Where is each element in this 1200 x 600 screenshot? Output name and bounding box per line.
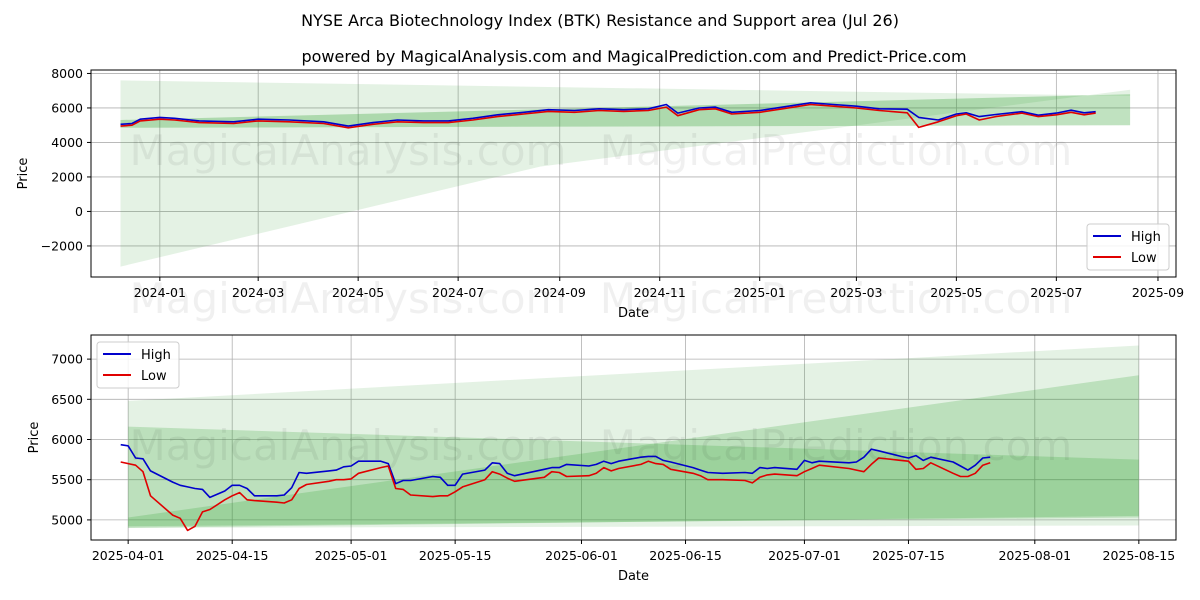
watermark-prediction: MagicalPrediction.com (600, 126, 1073, 175)
legend: High Low (96, 341, 180, 389)
y-tick-label: −2000 (41, 238, 83, 253)
band-area-2 (128, 375, 1139, 527)
y-tick-label: 6500 (51, 392, 83, 407)
y-tick-label: 4000 (51, 135, 83, 150)
watermark-prediction-2: MagicalPrediction.com (600, 274, 1073, 323)
x-tick-label: 2024-05 (332, 285, 384, 300)
legend: High Low (1086, 223, 1170, 271)
legend-label-high: High (141, 348, 171, 363)
y-axis-label: Price (27, 422, 42, 454)
chart-title: NYSE Arca Biotechnology Index (BTK) Resi… (301, 11, 899, 30)
plot-frame (90, 334, 1177, 541)
plot-frame (90, 69, 1177, 278)
x-tick-label: 2025-05-01 (315, 548, 388, 563)
x-tick-label: 2025-05-15 (419, 548, 492, 563)
watermark-analysis-3: MagicalAnalysis.com (130, 421, 567, 470)
series-lines (120, 102, 1096, 129)
y-tick-label: 0 (75, 204, 83, 219)
x-tick-label: 2025-06-15 (649, 548, 722, 563)
x-tick-label: 2025-08-15 (1103, 548, 1176, 563)
x-tick-label: 2025-01 (734, 285, 786, 300)
series-line-low (120, 457, 991, 532)
chart-subtitle: powered by MagicalAnalysis.com and Magic… (301, 47, 966, 66)
x-tick-label: 2025-06-01 (545, 548, 618, 563)
x-tick-label: 2024-07 (432, 285, 484, 300)
y-tick-label: 5000 (51, 512, 83, 527)
x-tick-label: 2024-01 (134, 285, 186, 300)
y-tick-label: 6000 (51, 432, 83, 447)
watermark-analysis: MagicalAnalysis.com (130, 126, 567, 175)
x-tick-label: 2025-09 (1132, 285, 1184, 300)
x-tick-label: 2025-04-15 (196, 548, 269, 563)
series-line-low (120, 103, 1096, 129)
x-tick-label: 2025-03 (830, 285, 882, 300)
y-tick-label: 8000 (51, 66, 83, 81)
band-area-0 (128, 345, 1139, 528)
x-axis-label: Date (618, 306, 649, 321)
watermark-prediction-3: MagicalPrediction.com (600, 421, 1073, 470)
top-chart-panel: 2024-01 2024-03 2024-05 2024-07 2024-09 2024-… (16, 66, 1184, 321)
watermark-analysis-2: MagicalAnalysis.com (130, 274, 567, 323)
x-tick-label: 2024-11 (634, 285, 686, 300)
x-tick-label: 2025-07-01 (768, 548, 841, 563)
y-axis-label: Price (16, 158, 31, 190)
x-tick-label: 2024-03 (232, 285, 284, 300)
y-tick-label: 7000 (51, 352, 83, 367)
y-tick-label: 6000 (51, 100, 83, 115)
legend-label-low: Low (1131, 251, 1157, 266)
x-tick-label: 2025-05 (930, 285, 982, 300)
series-line-high (120, 102, 1096, 127)
legend-label-high: High (1131, 230, 1161, 245)
legend-label-low: Low (141, 369, 167, 384)
x-tick-label: 2025-08-01 (998, 548, 1071, 563)
x-tick-label: 2025-07-15 (872, 548, 945, 563)
series-lines (120, 443, 991, 532)
series-line-high (120, 443, 991, 499)
x-tick-label: 2025-07 (1030, 285, 1082, 300)
x-tick-label: 2025-04-01 (92, 548, 165, 563)
bottom-chart-panel: 2025-04-01 2025-04-15 2025-05-01 2025-05-15… (27, 334, 1177, 584)
y-tick-label: 5500 (51, 472, 83, 487)
x-tick-label: 2024-09 (534, 285, 586, 300)
y-tick-label: 2000 (51, 169, 83, 184)
band-area-0 (120, 80, 1131, 267)
x-axis-label: Date (618, 569, 649, 584)
